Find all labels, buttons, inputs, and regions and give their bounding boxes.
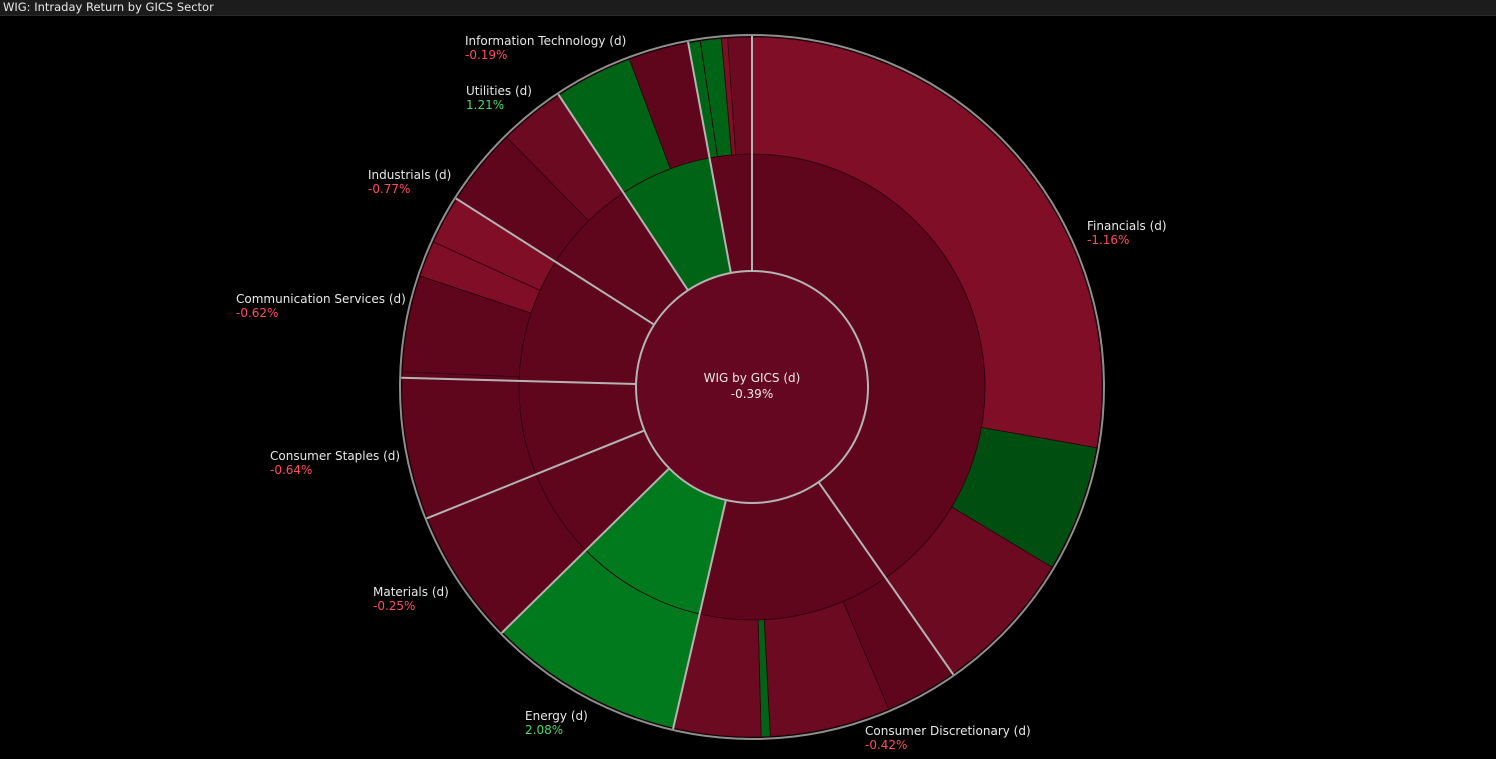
sector-label-utilities: Utilities (d)	[466, 84, 532, 98]
sector-label-energy: Energy (d)	[525, 709, 588, 723]
center-value: -0.39%	[731, 387, 773, 401]
center-label: WIG by GICS (d)	[704, 371, 801, 385]
sector-label-financials: Financials (d)	[1087, 219, 1167, 233]
separator-utilities	[557, 93, 689, 291]
chart-wedges	[401, 36, 1103, 738]
separator-materials	[500, 467, 670, 634]
sector-value-industrials: -0.77%	[368, 182, 410, 196]
sector-label-industrials: Industrials (d)	[368, 168, 451, 182]
window-title-bar: WIG: Intraday Return by GICS Sector	[0, 0, 1496, 16]
separator-communication-services	[401, 376, 637, 385]
sector-value-energy: 2.08%	[525, 723, 563, 737]
sector-value-communication-services: -0.62%	[236, 306, 278, 320]
sector-value-financials: -1.16%	[1087, 233, 1129, 247]
sector-label-consumer-discretionary: Consumer Discretionary (d)	[865, 724, 1031, 738]
sector-value-utilities: 1.21%	[466, 98, 504, 112]
sector-value-information-technology: -0.19%	[465, 48, 507, 62]
separator-information-technology	[687, 41, 732, 274]
window-title: WIG: Intraday Return by GICS Sector	[3, 0, 214, 14]
sector-separators	[401, 36, 955, 730]
sector-label-consumer-staples: Consumer Staples (d)	[270, 449, 400, 463]
constituent-wedge-financials-1[interactable]	[751, 36, 1103, 449]
center-disc[interactable]	[635, 270, 869, 504]
outer-ring	[399, 34, 1105, 740]
separator-consumer-staples	[426, 429, 645, 520]
separator-energy	[672, 499, 727, 730]
sector-value-consumer-discretionary: -0.42%	[865, 738, 907, 752]
separator-industrials	[455, 197, 655, 326]
sector-label-information-technology: Information Technology (d)	[465, 34, 626, 48]
sector-value-materials: -0.25%	[373, 599, 415, 613]
sector-labels: Financials (d)-1.16% Consumer Discretiona…	[236, 34, 1167, 752]
sector-value-consumer-staples: -0.64%	[270, 463, 312, 477]
sector-label-communication-services: Communication Services (d)	[236, 292, 406, 306]
separator-consumer-discretionary	[817, 481, 955, 676]
sector-label-materials: Materials (d)	[373, 585, 449, 599]
